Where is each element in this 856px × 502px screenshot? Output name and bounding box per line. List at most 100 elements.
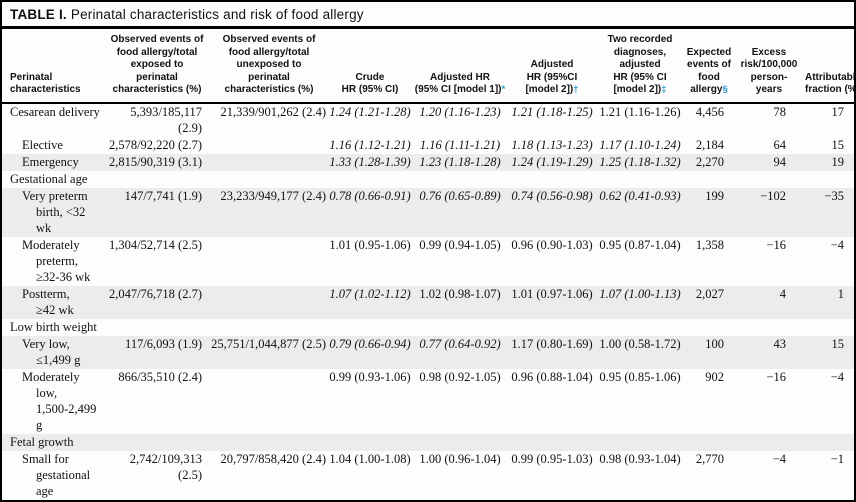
table-row: Moderately low, 1,500-2,499 g 866/35,510 … — [2, 369, 854, 434]
column-header-crude-hr: Crude HR (95% CI) — [328, 29, 412, 104]
row-label: Moderately low, 1,500-2,499 g — [22, 370, 97, 432]
cell-observed-unexposed: 20,797/858,420 (2.4) — [220, 452, 326, 466]
cell-two-diagnoses-hr: 1.00 (0.58-1.72) — [599, 337, 681, 351]
table-row: Very preterm birth, <32 wk 147/7,741 (1.9… — [2, 187, 854, 237]
cell-observed-exposed: 2,578/92,220 (2.7) — [108, 138, 202, 152]
section-label: Fetal growth — [10, 435, 74, 449]
cell-observed-exposed: 2,815/90,319 (3.1) — [108, 155, 202, 169]
cell-excess-risk: 94 — [773, 155, 787, 169]
cell-excess-risk — [734, 319, 804, 336]
cell-crude-hr: 0.79 (0.66-0.94) — [329, 337, 411, 351]
footnote-marker-icon: § — [722, 84, 728, 95]
cell-adjusted-hr-model1: 1.00 (0.96-1.04) — [419, 452, 501, 466]
cell-adjusted-hr-model1: 0.99 (0.94-1.05) — [419, 238, 501, 252]
cell-observed-exposed: 1,304/52,714 (2.5) — [108, 238, 202, 252]
cell-observed-exposed: 147/7,741 (1.9) — [124, 189, 202, 203]
cell-two-diagnoses-hr: 1.17 (1.10-1.24) — [599, 138, 681, 152]
cell-observed-unexposed: 21,339/901,262 (2.4) — [220, 105, 326, 119]
table-row: Emergency 2,815/90,319 (3.1) 1.33 (1.28-1.… — [2, 153, 854, 171]
cell-expected-events: 4,456 — [695, 105, 724, 119]
cell-observed-exposed: 2,742/109,313 (2.5) — [129, 452, 202, 482]
cell-attributable-fraction: −35 — [824, 189, 844, 203]
cell-adjusted-hr-model1: 1.16 (1.11-1.21) — [419, 138, 501, 152]
cell-expected-events: 2,270 — [695, 155, 724, 169]
row-label: Very low, ≤1,499 g — [22, 337, 81, 367]
row-label: Elective — [22, 138, 63, 152]
table-row: Small for gestational age 2,742/109,313 (… — [2, 451, 854, 500]
cell-expected-events: 902 — [705, 370, 724, 384]
cell-crude-hr: 1.33 (1.28-1.39) — [329, 155, 411, 169]
column-header-observed-unexposed: Observed events of food allergy/total un… — [210, 29, 328, 104]
cell-adjusted-hr-model2: 1.01 (0.97-1.06) — [511, 287, 593, 301]
cell-two-diagnoses-hr: 1.21 (1.16-1.26) — [599, 105, 681, 119]
cell-crude-hr: 1.01 (0.95-1.06) — [329, 238, 411, 252]
cell-expected-events: 2,770 — [695, 452, 724, 466]
section-row: Gestational age — [2, 171, 854, 188]
cell-adjusted-hr-model2: 1.21 (1.18-1.25) — [511, 105, 593, 119]
table-row: LGA3,178/118,071 (2.7)1.10 (1.06-1.14)1.… — [2, 499, 854, 500]
row-label: Moderately preterm, ≥32-36 wk — [22, 238, 91, 284]
cell-adjusted-hr-model2: 0.99 (0.95-1.03) — [511, 452, 593, 466]
cell-adjusted-hr-model2: 0.74 (0.56-0.98) — [511, 189, 593, 203]
cell-adjusted-hr-model1: 1.20 (1.16-1.23) — [419, 105, 501, 119]
cell-expected-events: 2,184 — [695, 138, 724, 152]
perinatal-characteristics-table: Perinatal characteristics Observed events… — [2, 29, 854, 500]
cell-expected-events — [684, 434, 734, 451]
table-row: Elective 2,578/92,220 (2.7) 1.16 (1.12-1.2… — [2, 137, 854, 154]
cell-adjusted-hr-model2 — [508, 319, 596, 336]
cell-adjusted-hr-model2: 1.18 (1.13-1.23) — [511, 138, 593, 152]
cell-adjusted-hr-model2: 0.96 (0.88-1.04) — [511, 370, 593, 384]
cell-expected-events: 1,358 — [695, 238, 724, 252]
cell-observed-unexposed: 23,233/949,177 (2.4) — [220, 189, 326, 203]
cell-attributable-fraction — [804, 319, 854, 336]
cell-attributable-fraction: 15 — [831, 337, 845, 351]
cell-observed-unexposed: 25,751/1,044,877 (2.5) — [211, 337, 326, 351]
cell-adjusted-hr-model2 — [508, 434, 596, 451]
row-label: Emergency — [22, 155, 79, 169]
cell-observed-unexposed — [210, 319, 328, 336]
cell-observed-unexposed — [210, 137, 328, 154]
section-row: Low birth weight — [2, 319, 854, 336]
cell-crude-hr: 0.99 (0.93-1.06) — [329, 370, 411, 384]
section-label: Low birth weight — [10, 320, 97, 334]
cell-attributable-fraction: 1 — [837, 287, 844, 301]
cell-crude-hr — [328, 171, 412, 188]
table-row: Moderately preterm, ≥32-36 wk 1,304/52,71… — [2, 237, 854, 286]
row-label: Small for gestational age — [22, 452, 91, 498]
cell-two-diagnoses-hr — [596, 171, 684, 188]
cell-crude-hr — [328, 319, 412, 336]
table-number: TABLE I. — [10, 7, 67, 22]
cell-excess-risk: −102 — [760, 189, 786, 203]
cell-crude-hr: 0.78 (0.66-0.91) — [329, 189, 411, 203]
cell-attributable-fraction: −4 — [830, 370, 844, 384]
cell-adjusted-hr-model1: 0.77 (0.64-0.92) — [419, 337, 501, 351]
cell-two-diagnoses-hr — [596, 434, 684, 451]
cell-attributable-fraction: 19 — [831, 155, 845, 169]
cell-adjusted-hr-model2 — [508, 171, 596, 188]
footnote-marker-icon: ‡ — [661, 84, 667, 95]
header-row: Perinatal characteristics Observed events… — [2, 29, 854, 104]
cell-observed-exposed — [104, 434, 210, 451]
cell-excess-risk: 4 — [779, 287, 786, 301]
column-header-characteristic: Perinatal characteristics — [2, 29, 104, 104]
cell-crude-hr: 1.04 (1.00-1.08) — [329, 452, 411, 466]
cell-observed-exposed: 2,047/76,718 (2.7) — [108, 287, 202, 301]
cell-observed-exposed: 866/35,510 (2.4) — [118, 370, 202, 384]
cell-observed-exposed — [104, 319, 210, 336]
cell-adjusted-hr-model2: 1.24 (1.19-1.29) — [511, 155, 593, 169]
column-header-adjusted-hr-model2: Adjusted HR (95%CI [model 2])† — [508, 29, 596, 104]
footnote-marker-icon: † — [573, 84, 579, 95]
cell-attributable-fraction: 17 — [831, 105, 845, 119]
column-header-adjusted-hr-model1: Adjusted HR (95% CI [model 1])* — [412, 29, 508, 104]
cell-adjusted-hr-model1 — [412, 319, 508, 336]
cell-crude-hr — [328, 434, 412, 451]
table-body: Cesarean delivery 5,393/185,117 (2.9) 21,3… — [2, 103, 854, 500]
cell-excess-risk: 43 — [773, 337, 787, 351]
cell-adjusted-hr-model1 — [412, 171, 508, 188]
table-row: Very low, ≤1,499 g 117/6,093 (1.9) 25,751/… — [2, 335, 854, 369]
section-label: Gestational age — [10, 172, 88, 186]
cell-excess-risk: −16 — [766, 238, 786, 252]
row-label: Cesarean delivery — [10, 105, 100, 119]
cell-two-diagnoses-hr — [596, 319, 684, 336]
